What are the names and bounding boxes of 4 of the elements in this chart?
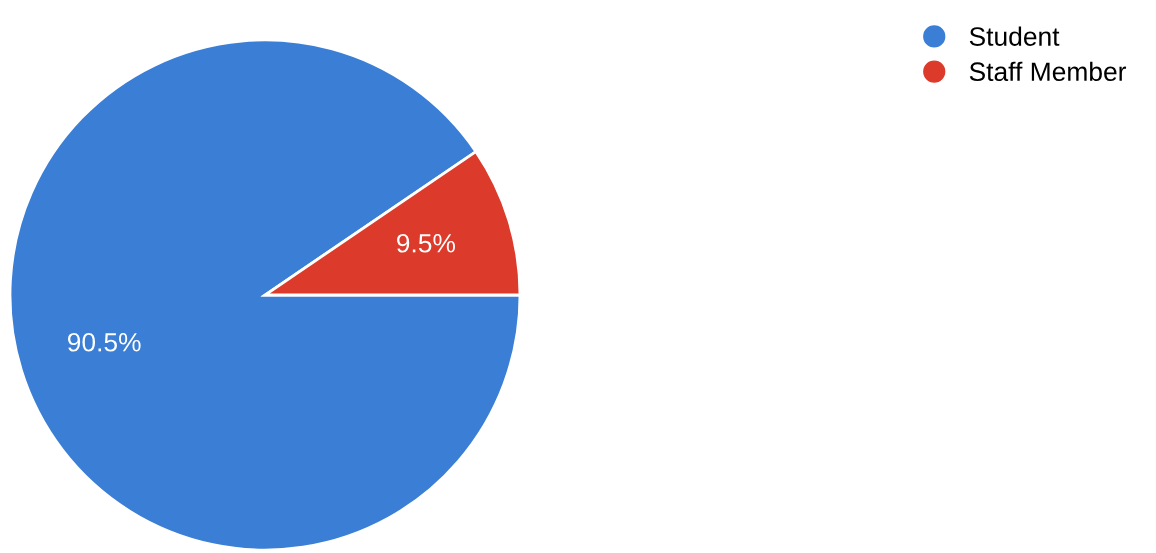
legend-label: Student [969,26,1060,46]
data-label: 9.5% [397,233,455,253]
data-label: 90.5% [67,332,141,352]
legend-label: Staff Member [969,61,1127,82]
